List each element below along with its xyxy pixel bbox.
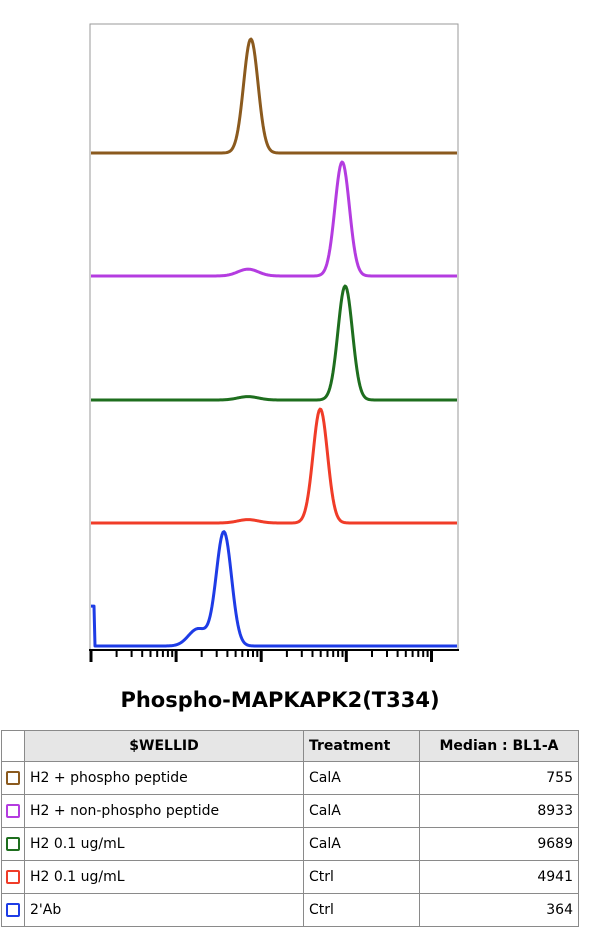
legend-table: $WELLID Treatment Median : BL1-A H2 + ph… (1, 730, 579, 927)
series-line (90, 37, 458, 155)
treatment-cell: CalA (303, 827, 420, 861)
plot-frame (89, 23, 459, 651)
treatment-cell: Ctrl (303, 860, 420, 894)
header-wellid[interactable]: $WELLID (24, 730, 304, 762)
histogram-curves (90, 37, 458, 648)
series-swatch-icon (6, 837, 20, 851)
swatch-cell (1, 860, 25, 894)
header-treatment[interactable]: Treatment (303, 730, 420, 762)
series-line (90, 284, 458, 402)
swatch-cell (1, 794, 25, 828)
header-median[interactable]: Median : BL1-A (419, 730, 579, 762)
table-row[interactable]: H2 + phospho peptide CalA 755 (1, 761, 579, 795)
median-cell: 9689 (419, 827, 579, 861)
series-line (90, 160, 458, 278)
median-cell: 4941 (419, 860, 579, 894)
wellid-cell: 2'Ab (24, 893, 304, 927)
header-swatch-cell (1, 730, 25, 762)
table-row[interactable]: 2'Ab Ctrl 364 (1, 893, 579, 927)
table-row[interactable]: H2 0.1 ug/mL Ctrl 4941 (1, 860, 579, 894)
treatment-cell: CalA (303, 794, 420, 828)
table-row[interactable]: H2 0.1 ug/mL CalA 9689 (1, 827, 579, 861)
swatch-cell (1, 761, 25, 795)
x-axis-label: Phospho-MAPKAPK2(T334) (120, 688, 440, 712)
x-axis-ticks (89, 649, 459, 662)
legend-header-row: $WELLID Treatment Median : BL1-A (1, 730, 579, 762)
histogram-overlay-plot (89, 23, 459, 662)
series-swatch-icon (6, 903, 20, 917)
median-cell: 364 (419, 893, 579, 927)
wellid-cell: H2 0.1 ug/mL (24, 860, 304, 894)
swatch-cell (1, 827, 25, 861)
median-cell: 755 (419, 761, 579, 795)
swatch-cell (1, 893, 25, 927)
wellid-cell: H2 0.1 ug/mL (24, 827, 304, 861)
series-swatch-icon (6, 771, 20, 785)
series-line (90, 407, 458, 525)
series-line (90, 530, 458, 648)
median-cell: 8933 (419, 794, 579, 828)
series-swatch-icon (6, 870, 20, 884)
treatment-cell: Ctrl (303, 893, 420, 927)
table-row[interactable]: H2 + non-phospho peptide CalA 8933 (1, 794, 579, 828)
series-swatch-icon (6, 804, 20, 818)
treatment-cell: CalA (303, 761, 420, 795)
wellid-cell: H2 + phospho peptide (24, 761, 304, 795)
wellid-cell: H2 + non-phospho peptide (24, 794, 304, 828)
